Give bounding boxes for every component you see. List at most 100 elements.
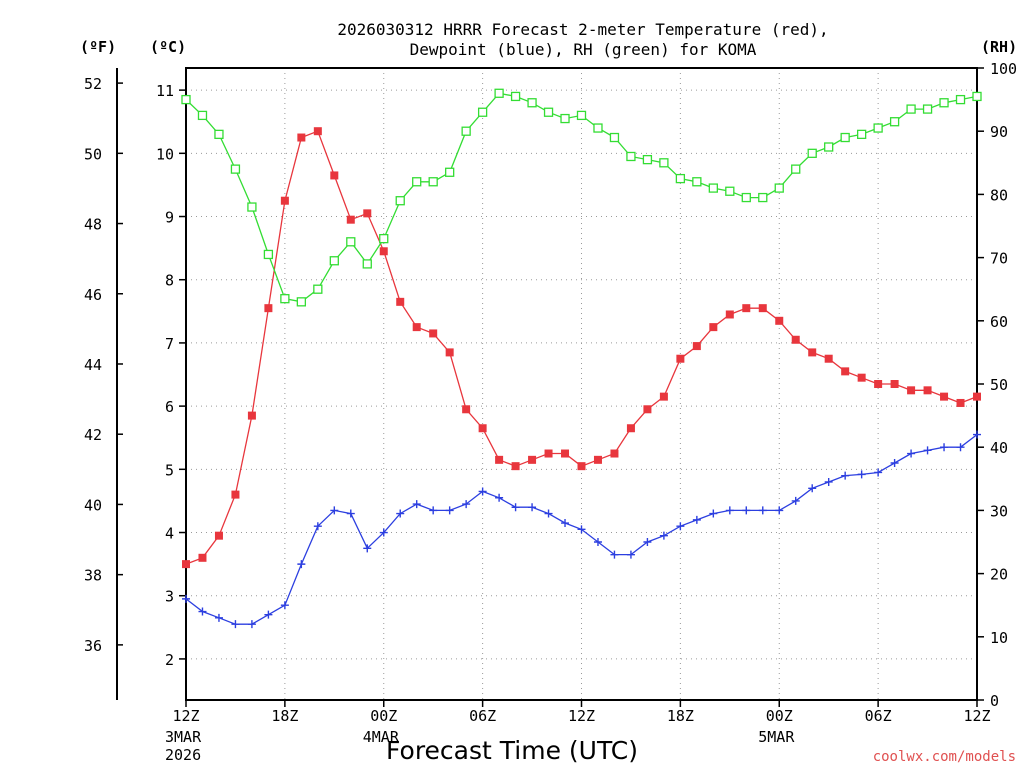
rh-point — [906, 104, 916, 114]
rh-point — [939, 98, 949, 108]
x-tick-date-label: 3MAR — [165, 728, 202, 746]
series-layer — [181, 88, 982, 629]
dewpoint-point — [379, 528, 388, 537]
fahrenheit-tick-label: 40 — [84, 496, 102, 514]
rh-point — [445, 167, 455, 177]
dewpoint-point — [544, 509, 553, 518]
dewpoint-point — [214, 613, 223, 622]
dewpoint-point — [429, 506, 438, 515]
rh-point — [494, 88, 504, 98]
temperature-point — [511, 462, 520, 471]
dewpoint-point — [593, 538, 602, 546]
dewpoint-point — [396, 509, 405, 518]
dewpoint-point — [297, 560, 306, 569]
rh-point — [428, 177, 438, 187]
rh-point — [461, 126, 471, 136]
dewpoint-point — [659, 531, 668, 540]
rh-point — [263, 249, 274, 260]
temperature-point — [264, 304, 273, 313]
dewpoint-point — [511, 503, 520, 512]
rh-point — [510, 91, 521, 102]
temperature-point — [198, 553, 207, 562]
dewpoint-point — [363, 544, 372, 553]
rh-point — [774, 183, 784, 193]
rh-point — [379, 233, 389, 244]
temperature-point — [626, 424, 635, 433]
x-tick-label: 12Z — [963, 707, 990, 725]
dewpoint-point — [775, 506, 784, 515]
temperature-point — [593, 455, 602, 464]
x-tick-label: 06Z — [865, 707, 892, 725]
rh-point — [642, 154, 653, 165]
temperature-point — [676, 354, 685, 363]
temperature-point — [857, 373, 866, 382]
dewpoint-point — [940, 443, 949, 452]
temperature-point — [495, 455, 504, 464]
dewpoint-point — [841, 471, 850, 480]
series-2-meter-temperature — [182, 127, 981, 569]
rh-point — [675, 173, 686, 184]
temperature-point — [247, 411, 256, 420]
temperature-point — [659, 392, 668, 401]
dewpoint-point — [725, 506, 734, 515]
dewpoint-point — [742, 506, 751, 515]
dewpoint-point — [445, 506, 454, 515]
rh-point — [725, 186, 735, 196]
temperature-point — [561, 449, 570, 458]
series-line — [185, 130, 978, 565]
rh-point — [296, 297, 307, 307]
x-tick-label: 12Z — [172, 707, 199, 725]
rh-point — [758, 192, 768, 203]
rh-point — [280, 294, 290, 304]
rh-tick-label: 80 — [990, 186, 1008, 204]
x-tick-label: 00Z — [766, 707, 793, 725]
fahrenheit-tick-label: 44 — [84, 356, 102, 374]
dewpoint-point — [495, 493, 504, 502]
x-tick-year-label: 2026 — [165, 746, 201, 764]
fahrenheit-tick-label: 42 — [84, 426, 102, 444]
dewpoint-point — [610, 550, 619, 559]
dewpoint-point — [758, 506, 767, 515]
temperature-point — [445, 348, 454, 357]
rh-point — [346, 237, 356, 247]
dewpoint-point — [676, 522, 685, 531]
temperature-point — [692, 342, 701, 351]
rh-point — [791, 164, 801, 174]
dewpoint-point — [890, 459, 899, 467]
rh-point — [477, 107, 488, 117]
rh-point — [313, 284, 323, 294]
fahrenheit-tick-label: 38 — [84, 567, 102, 585]
x-axis-label: Forecast Time (UTC) — [386, 736, 638, 765]
rh-point — [972, 91, 982, 102]
dewpoint-point — [692, 515, 701, 524]
rh-point — [807, 148, 817, 158]
rh-point — [593, 123, 603, 133]
rh-tick-label: 100 — [990, 60, 1017, 78]
temperature-point — [907, 386, 916, 395]
celsius-tick-label: 6 — [165, 398, 174, 416]
temperature-point — [874, 380, 883, 388]
rh-point — [955, 94, 966, 105]
x-tick-date-label: 4MAR — [363, 728, 400, 746]
temperature-point — [429, 329, 438, 338]
temperature-point — [923, 386, 932, 395]
dewpoint-point — [231, 620, 240, 629]
temperature-point — [214, 531, 223, 540]
rh-tick-label: 50 — [990, 376, 1008, 394]
temperature-point — [280, 196, 289, 205]
dewpoint-point — [528, 503, 537, 512]
fahrenheit-tick-label: 46 — [84, 286, 102, 304]
rh-point — [247, 202, 257, 212]
dewpoint-point — [182, 594, 190, 603]
celsius-tick-label: 4 — [165, 525, 174, 543]
dewpoint-point — [824, 477, 833, 486]
fahrenheit-tick-label: 50 — [84, 145, 102, 163]
rh-point — [840, 132, 850, 143]
rh-tick-label: 40 — [990, 439, 1008, 457]
temperature-point — [841, 367, 850, 376]
celsius-tick-label: 3 — [165, 588, 174, 606]
rh-point — [873, 123, 883, 133]
x-tick-date-label: 5MAR — [758, 728, 795, 746]
rh-tick-label: 90 — [990, 123, 1008, 141]
temperature-point — [297, 133, 306, 142]
